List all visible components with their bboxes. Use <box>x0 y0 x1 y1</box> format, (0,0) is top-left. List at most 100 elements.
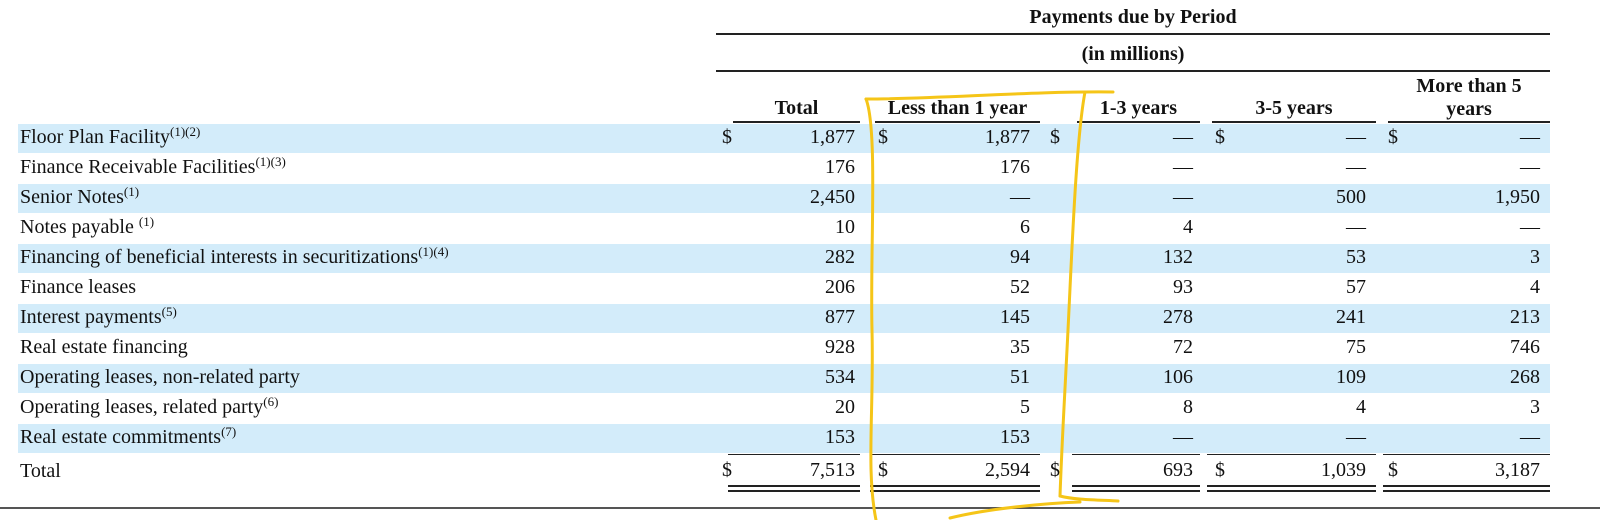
dollar-sign: $ <box>1215 126 1225 148</box>
highlight-stroke-left <box>864 97 878 520</box>
cell-value: 176 <box>1000 156 1030 178</box>
cell-value: 57 <box>1346 276 1366 298</box>
row-label: Real estate financing <box>20 336 188 359</box>
cell-value: 928 <box>825 336 855 358</box>
footnote-ref: (7) <box>221 424 237 439</box>
group-title: Payments due by Period <box>1029 6 1237 28</box>
subtotal-rule <box>728 454 860 455</box>
cell-value: 109 <box>1336 366 1366 388</box>
total-double-rule-2 <box>728 490 860 492</box>
cell-value: — <box>1520 216 1540 238</box>
row-label-text: Real estate financing <box>20 336 188 358</box>
highlight-stroke-tail <box>948 500 1082 520</box>
cell-value: 4 <box>1530 276 1540 298</box>
total-value: 1,039 <box>1321 459 1366 481</box>
row-label: Operating leases, related party(6) <box>20 394 279 419</box>
cell-value: 132 <box>1163 246 1193 268</box>
total-value: 2,594 <box>985 459 1030 481</box>
col-header-more-than-5-line2: years <box>1446 98 1492 120</box>
col-header-less-than-1-year: Less than 1 year <box>887 97 1028 119</box>
cell-value: 72 <box>1173 336 1193 358</box>
cell-value: 94 <box>1010 246 1030 268</box>
subtotal-rule <box>1207 454 1376 455</box>
col-header-rule <box>1212 121 1376 123</box>
row-label-text: Floor Plan Facility <box>20 126 170 148</box>
row-label: Financing of beneficial interests in sec… <box>20 244 449 269</box>
cell-value: 1,877 <box>985 126 1030 148</box>
col-header-3-5-years: 3-5 years <box>1255 97 1333 119</box>
cell-value: — <box>1346 426 1366 448</box>
col-header-more-than-5-line1: More than 5 <box>1416 75 1522 97</box>
col-header-rule <box>733 121 860 123</box>
row-band <box>18 304 1550 333</box>
dollar-sign: $ <box>722 459 732 481</box>
cell-value: 51 <box>1010 366 1030 388</box>
cell-value: 282 <box>825 246 855 268</box>
col-header-total: Total <box>774 97 819 119</box>
highlight-stroke-right <box>1058 90 1087 498</box>
cell-value: — <box>1010 186 1030 208</box>
footnote-ref: (5) <box>161 304 177 319</box>
cell-value: 278 <box>1163 306 1193 328</box>
row-band <box>18 424 1550 453</box>
row-label: Finance Receivable Facilities(1)(3) <box>20 154 286 179</box>
page-edge-line <box>0 507 1600 509</box>
cell-value: — <box>1520 426 1540 448</box>
subtotal-rule <box>1072 454 1200 455</box>
cell-value: 52 <box>1010 276 1030 298</box>
col-header-rule <box>875 121 1040 123</box>
cell-value: — <box>1173 156 1193 178</box>
row-label: Notes payable (1) <box>20 214 155 239</box>
row-label: Finance leases <box>20 276 136 299</box>
cell-value: 4 <box>1356 396 1366 418</box>
row-label: Senior Notes(1) <box>20 185 139 209</box>
total-double-rule-2 <box>1207 490 1376 492</box>
total-double-rule-2 <box>870 490 1040 492</box>
total-double-rule-1 <box>870 485 1040 487</box>
footnote-ref: (1) <box>138 214 155 229</box>
row-label: Operating leases, non-related party <box>20 366 300 389</box>
highlight-stroke-bottom <box>1058 494 1120 503</box>
footnote-ref: (6) <box>263 394 279 409</box>
cell-value: 1,877 <box>810 126 855 148</box>
total-double-rule-1 <box>1207 485 1376 487</box>
cell-value: 6 <box>1020 216 1030 238</box>
cell-value: 4 <box>1183 216 1193 238</box>
row-label-text: Real estate commitments <box>20 426 222 448</box>
cell-value: — <box>1173 126 1193 148</box>
row-label-text: Financing of beneficial interests in sec… <box>20 246 419 268</box>
footnote-ref: (1)(4) <box>418 244 449 259</box>
cell-value: 3 <box>1530 396 1540 418</box>
total-double-rule-1 <box>1383 485 1550 487</box>
total-value: 3,187 <box>1495 459 1540 481</box>
row-label: Interest payments(5) <box>20 304 177 329</box>
dollar-sign: $ <box>878 126 888 148</box>
cell-value: 145 <box>1000 306 1030 328</box>
cell-value: — <box>1520 126 1540 148</box>
row-band <box>18 364 1550 393</box>
total-double-rule-2 <box>1072 490 1200 492</box>
dollar-sign: $ <box>1050 459 1060 481</box>
footnote-ref: (1)(3) <box>255 154 286 169</box>
cell-value: 35 <box>1010 336 1030 358</box>
cell-value: 8 <box>1183 396 1193 418</box>
cell-value: 241 <box>1336 306 1366 328</box>
units-label: (in millions) <box>1081 43 1185 65</box>
cell-value: 53 <box>1346 246 1366 268</box>
cell-value: 213 <box>1510 306 1540 328</box>
subtotal-rule <box>1383 454 1550 455</box>
cell-value: — <box>1346 126 1366 148</box>
cell-value: — <box>1346 216 1366 238</box>
cell-value: 176 <box>825 156 855 178</box>
total-double-rule-1 <box>1072 485 1200 487</box>
total-label: Total <box>20 460 61 482</box>
subtotal-rule <box>870 454 1040 455</box>
cell-value: 3 <box>1530 246 1540 268</box>
cell-value: 268 <box>1510 366 1540 388</box>
dollar-sign: $ <box>1388 459 1398 481</box>
row-label-text: Notes payable <box>20 216 139 238</box>
cell-value: 746 <box>1510 336 1540 358</box>
dollar-sign: $ <box>1050 126 1060 148</box>
row-band <box>18 124 1550 153</box>
